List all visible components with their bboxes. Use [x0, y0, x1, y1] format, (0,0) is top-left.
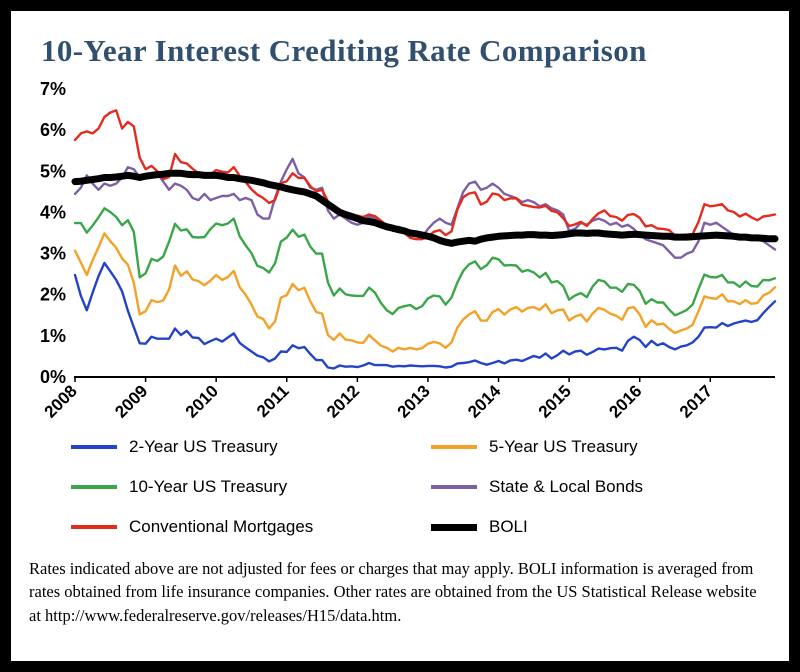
svg-text:2012: 2012: [323, 381, 363, 421]
legend-item-10yr-treasury: 10-Year US Treasury: [71, 473, 431, 501]
svg-text:6%: 6%: [40, 120, 66, 140]
line-chart: 0% 1% 2% 3% 4% 5% 6% 7% 2008 2009 2010 2011 2012 2013…: [25, 79, 779, 433]
svg-text:2008: 2008: [41, 381, 81, 421]
legend-item-state-local-bonds: State & Local Bonds: [431, 473, 775, 501]
chart-legend: 2-Year US Treasury 5-Year US Treasury 10…: [25, 433, 775, 541]
legend-label: 10-Year US Treasury: [129, 477, 288, 496]
legend-item-boli: BOLI: [431, 513, 775, 541]
2yr-treasury-line-swatch: [71, 445, 117, 449]
5yr-treasury-line-swatch: [431, 445, 477, 449]
chart-title: 10-Year Interest Crediting Rate Comparis…: [41, 33, 647, 68]
svg-text:2015: 2015: [535, 381, 575, 421]
conventional-mortgages-line-swatch: [71, 525, 117, 529]
svg-text:2017: 2017: [676, 381, 716, 421]
chart-footnote: Rates indicated above are not adjusted f…: [29, 559, 757, 625]
svg-text:4%: 4%: [40, 202, 66, 222]
10yr-treasury-line-swatch: [71, 485, 117, 489]
legend-label: State & Local Bonds: [489, 477, 644, 496]
state-local-bonds-line-swatch: [431, 485, 477, 489]
svg-text:2013: 2013: [394, 381, 434, 421]
svg-text:2%: 2%: [40, 285, 66, 305]
legend-label: Conventional Mortgages: [129, 517, 314, 536]
chart-canvas: 0% 1% 2% 3% 4% 5% 6% 7% 2008 2009 2010 2011 2012 2013…: [40, 79, 779, 422]
svg-text:2010: 2010: [182, 381, 222, 421]
legend-label: 2-Year US Treasury: [129, 437, 278, 456]
legend-label: BOLI: [489, 517, 528, 536]
svg-text:2011: 2011: [253, 381, 293, 421]
svg-text:0%: 0%: [40, 367, 66, 387]
svg-text:5%: 5%: [40, 161, 66, 181]
chart-card: 10-Year Interest Crediting Rate Comparis…: [11, 11, 789, 661]
svg-text:3%: 3%: [40, 244, 66, 264]
svg-text:2009: 2009: [111, 381, 151, 421]
svg-text:1%: 1%: [40, 326, 66, 346]
svg-text:2014: 2014: [464, 381, 505, 422]
svg-text:7%: 7%: [40, 79, 66, 99]
legend-item-2yr-treasury: 2-Year US Treasury: [71, 433, 431, 461]
legend-item-conventional-mortgages: Conventional Mortgages: [71, 513, 431, 541]
legend-item-5yr-treasury: 5-Year US Treasury: [431, 433, 775, 461]
boli-line-swatch: [431, 523, 477, 531]
svg-text:2016: 2016: [605, 381, 645, 421]
legend-label: 5-Year US Treasury: [489, 437, 638, 456]
